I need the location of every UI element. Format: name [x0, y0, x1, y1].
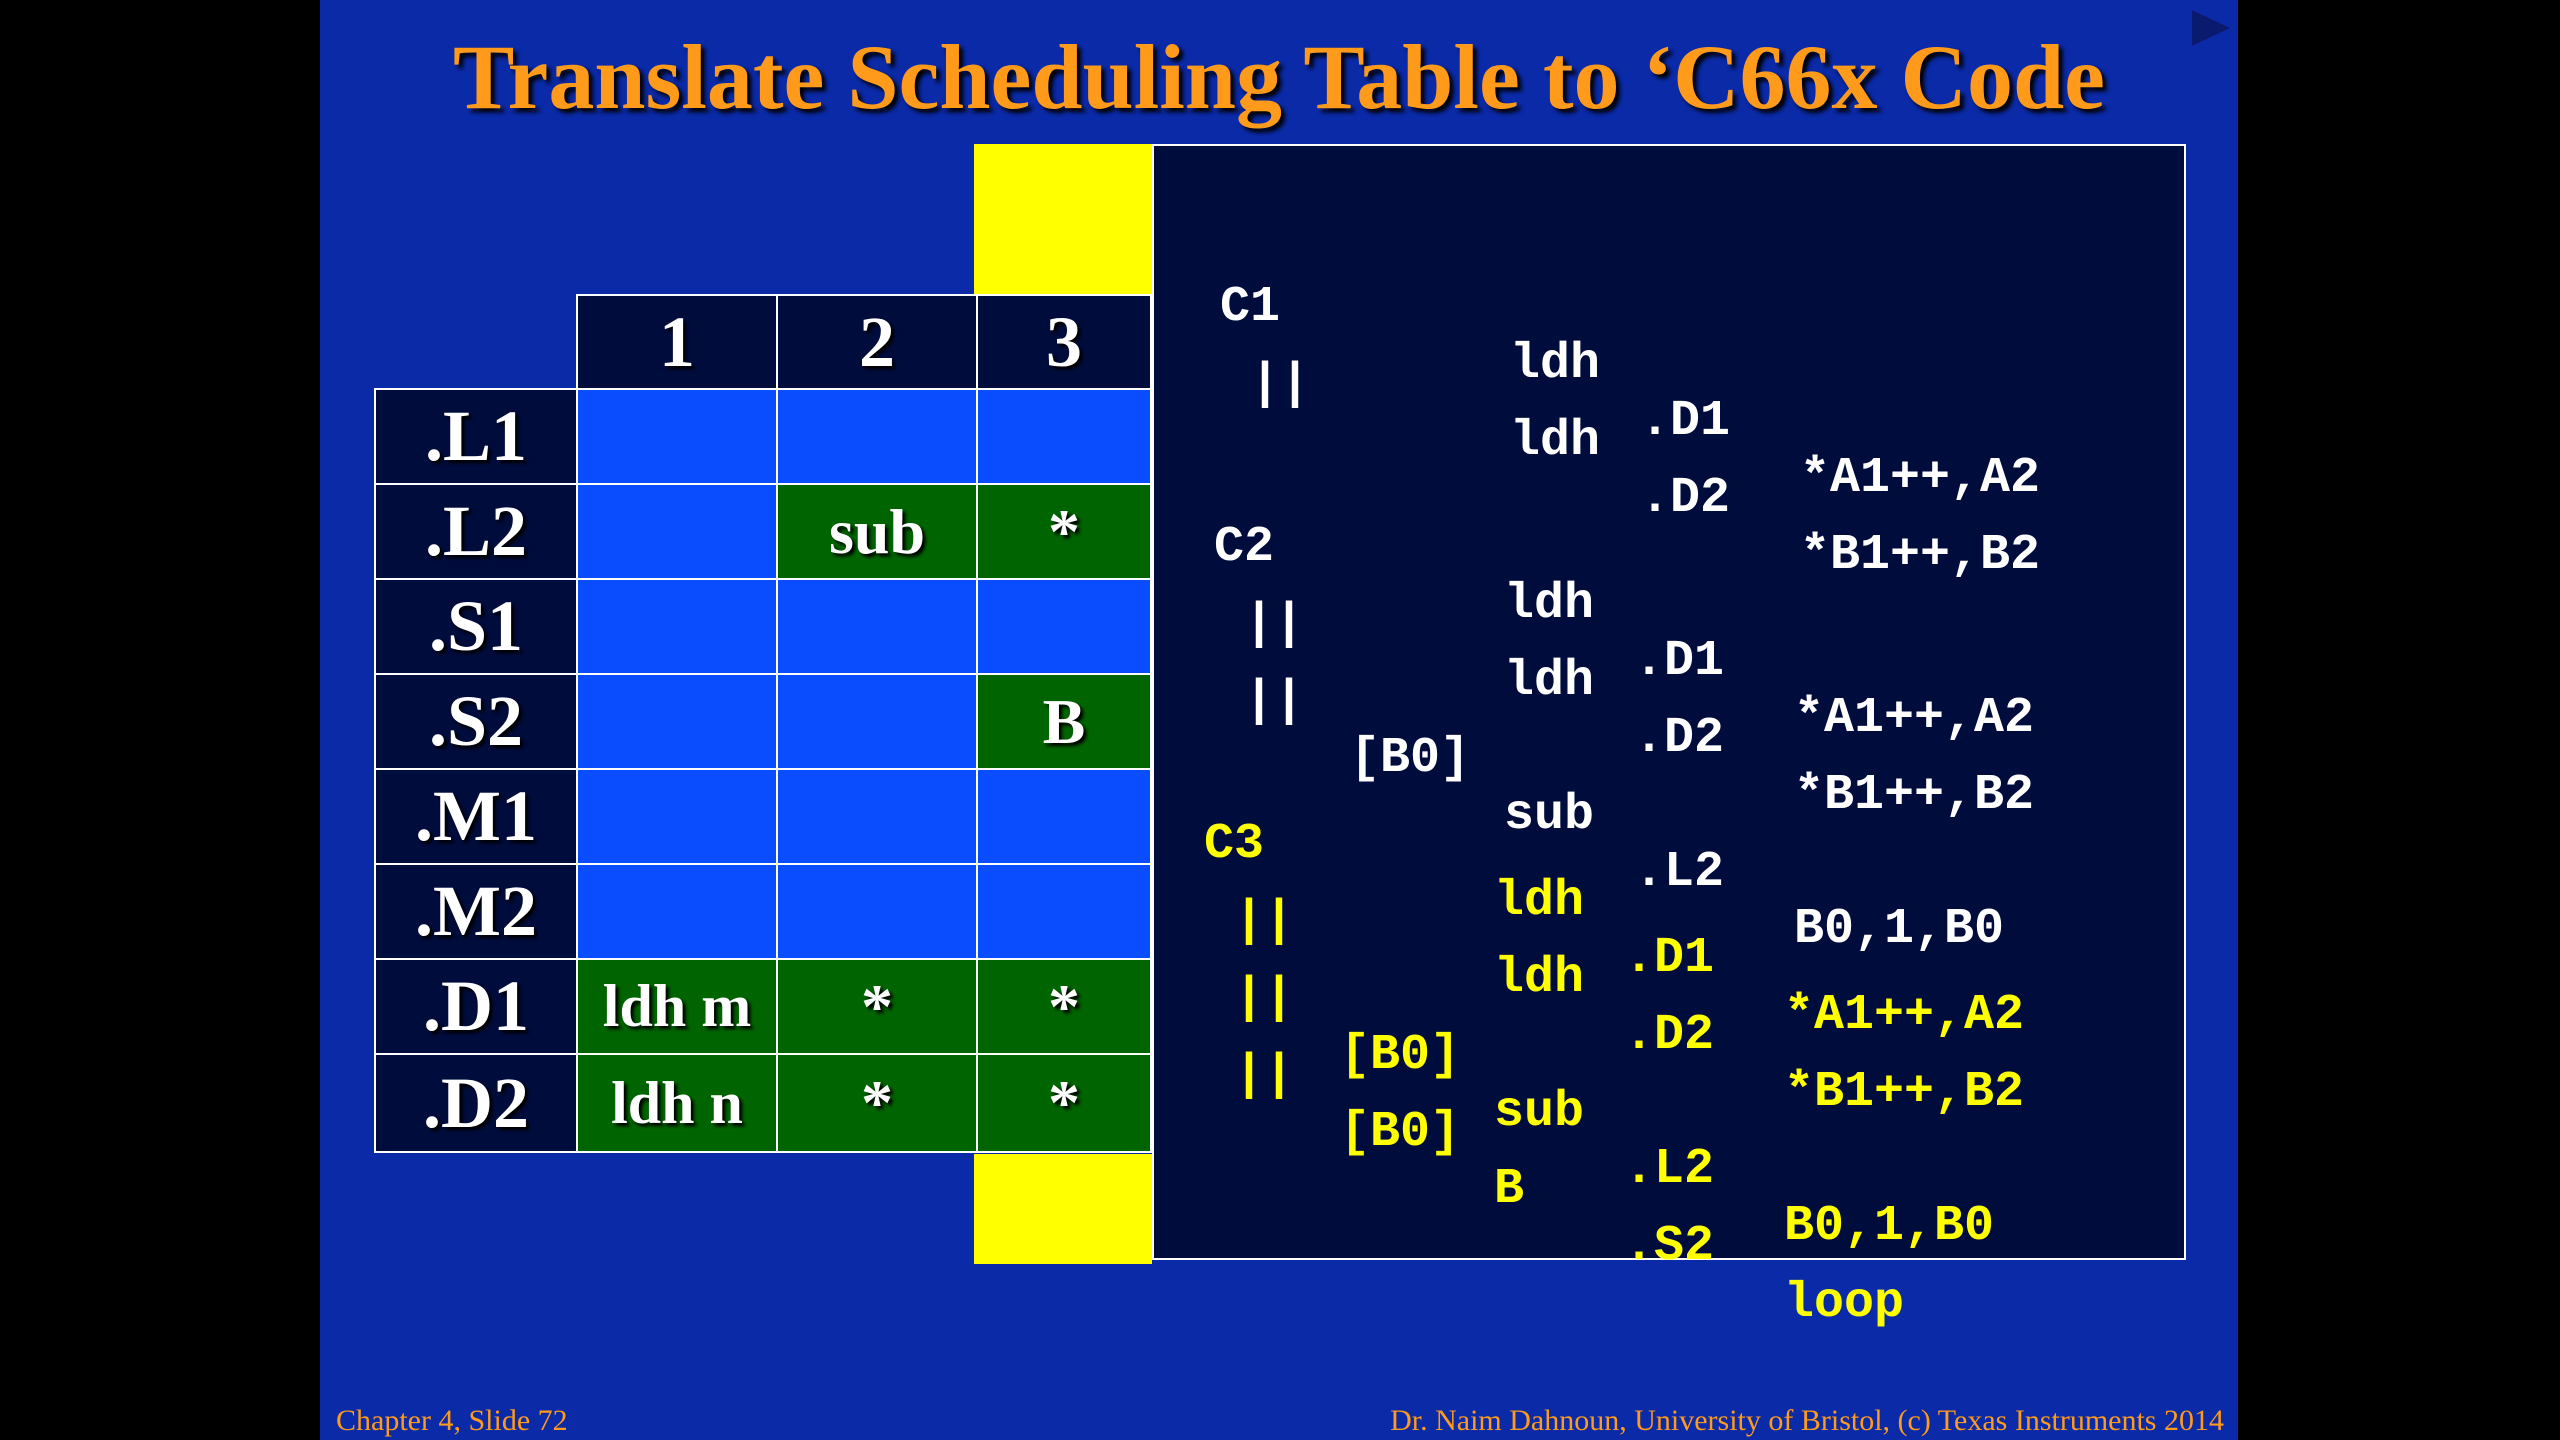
- code-args: *B1++,B2: [1800, 527, 2041, 584]
- code-c3-line-1: C3 ldh .D1 *A1++,A2: [1154, 759, 2024, 1101]
- cell-m2-3: [976, 863, 1152, 960]
- cell-m1-1: [576, 768, 778, 865]
- cell-l1-1: [576, 388, 778, 485]
- column-3-highlight-top: [974, 144, 1152, 296]
- cell-s1-1: [576, 578, 778, 675]
- code-args: B0,1,B0: [1794, 901, 2005, 958]
- code-parallel: ||: [1244, 596, 1305, 653]
- code-unit: .D2: [1624, 1007, 1715, 1064]
- code-c1-line-1: C1 ldh .D1 *A1++,A2: [1154, 222, 2040, 564]
- code-c3-line-2: || ldh .D2 *B1++,B2: [1154, 836, 2024, 1178]
- row-label-s2: .S2: [374, 673, 578, 770]
- code-args: *A1++,A2: [1800, 450, 2041, 507]
- column-header-3: 3: [976, 294, 1152, 390]
- cell-s1-3: [976, 578, 1152, 675]
- footer-credit: Dr. Naim Dahnoun, University of Bristol,…: [1390, 1404, 2224, 1437]
- code-label: C3: [1204, 816, 1265, 873]
- cell-d1-3: *: [976, 958, 1152, 1055]
- row-label-m1: .M1: [374, 768, 578, 865]
- code-op: sub: [1494, 1084, 1585, 1141]
- row-label-m2: .M2: [374, 863, 578, 960]
- code-label: C1: [1220, 279, 1281, 336]
- code-args: *B1++,B2: [1794, 767, 2035, 824]
- code-args: *B1++,B2: [1784, 1064, 2025, 1121]
- code-parallel: ||: [1234, 970, 1295, 1027]
- cell-l1-3: [976, 388, 1152, 485]
- code-unit: .S2: [1624, 1218, 1715, 1275]
- row-label-d1: .D1: [374, 958, 578, 1055]
- cell-d2-3: *: [976, 1053, 1152, 1153]
- footer-slide-number: Chapter 4, Slide 72: [336, 1404, 568, 1437]
- code-op: ldh: [1504, 653, 1595, 710]
- column-3-highlight-bottom: [974, 1154, 1152, 1264]
- code-c3-line-4: || [B0] B .S2 loop: [1154, 990, 1904, 1389]
- code-unit: .D2: [1634, 710, 1725, 767]
- row-label-l2: .L2: [374, 483, 578, 580]
- cell-d1-1: ldh m: [576, 958, 778, 1055]
- code-args: *A1++,A2: [1794, 690, 2035, 747]
- code-parallel: ||: [1234, 893, 1295, 950]
- code-c2-line-3: || [B0] sub .L2 B0,1,B0: [1154, 616, 2004, 1015]
- code-op: ldh: [1504, 576, 1595, 633]
- code-unit: .L2: [1634, 844, 1725, 901]
- cell-s2-2: [776, 673, 978, 770]
- code-op: ldh: [1494, 873, 1585, 930]
- code-c3-line-3: || [B0] sub .L2 B0,1,B0: [1154, 913, 1994, 1312]
- code-unit: .D1: [1634, 633, 1725, 690]
- code-parallel: ||: [1244, 673, 1305, 730]
- code-op: B: [1494, 1161, 1525, 1218]
- code-parallel: ||: [1250, 356, 1311, 413]
- column-header-1: 1: [576, 294, 778, 390]
- code-parallel: ||: [1234, 1047, 1295, 1104]
- code-label: C2: [1214, 519, 1275, 576]
- code-unit: .D1: [1640, 393, 1731, 450]
- code-c2-line-1: C2 ldh .D1 *A1++,A2: [1154, 462, 2034, 804]
- cell-l2-3: *: [976, 483, 1152, 580]
- cell-l2-2: sub: [776, 483, 978, 580]
- cell-m1-3: [976, 768, 1152, 865]
- code-c1-line-2: || ldh .D2 *B1++,B2: [1154, 299, 2040, 641]
- code-unit: .D2: [1640, 470, 1731, 527]
- code-condition: [B0]: [1340, 1104, 1461, 1161]
- cell-d2-1: ldh n: [576, 1053, 778, 1153]
- cell-d1-2: *: [776, 958, 978, 1055]
- cell-s1-2: [776, 578, 978, 675]
- code-op: sub: [1504, 787, 1595, 844]
- column-header-2: 2: [776, 294, 978, 390]
- code-args: *A1++,A2: [1784, 987, 2025, 1044]
- code-op: ldh: [1510, 336, 1601, 393]
- code-condition: [B0]: [1350, 730, 1471, 787]
- cell-d2-2: *: [776, 1053, 978, 1153]
- code-args: B0,1,B0: [1784, 1198, 1995, 1255]
- row-label-s1: .S1: [374, 578, 578, 675]
- row-label-l1: .L1: [374, 388, 578, 485]
- cell-m2-1: [576, 863, 778, 960]
- slide-title: Translate Scheduling Table to ‘C66x Code: [453, 26, 2105, 128]
- cell-l2-1: [576, 483, 778, 580]
- slide: Translate Scheduling Table to ‘C66x Code…: [320, 0, 2238, 1440]
- code-c2-line-2: || ldh .D2 *B1++,B2: [1154, 539, 2034, 881]
- cell-s2-3: B: [976, 673, 1152, 770]
- code-unit: .D1: [1624, 930, 1715, 987]
- code-condition: [B0]: [1340, 1027, 1461, 1084]
- cell-m2-2: [776, 863, 978, 960]
- cell-m1-2: [776, 768, 978, 865]
- next-slide-play-triangle-icon[interactable]: [2192, 10, 2230, 46]
- code-op: ldh: [1510, 413, 1601, 470]
- cell-s2-1: [576, 673, 778, 770]
- cell-l1-2: [776, 388, 978, 485]
- code-panel: C1 ldh .D1 *A1++,A2 || ldh .D2 *B1++,B2 …: [1152, 144, 2186, 1332]
- code-args: loop: [1784, 1275, 1905, 1332]
- code-op: ldh: [1494, 950, 1585, 1007]
- row-label-d2: .D2: [374, 1053, 578, 1153]
- code-unit: .L2: [1624, 1141, 1715, 1198]
